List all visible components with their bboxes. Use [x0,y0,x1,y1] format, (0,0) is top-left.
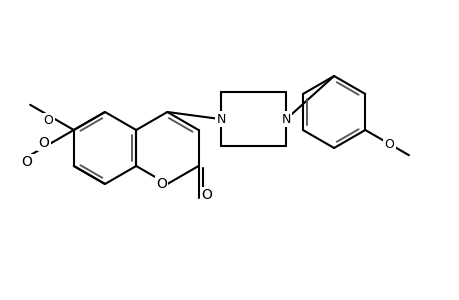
Text: O: O [201,188,212,203]
Text: O: O [156,177,167,191]
Text: O: O [44,114,53,127]
Text: O: O [22,155,33,169]
Text: N: N [281,113,290,126]
Text: O: O [384,138,394,151]
Text: N: N [216,113,225,126]
Text: O: O [39,136,49,150]
